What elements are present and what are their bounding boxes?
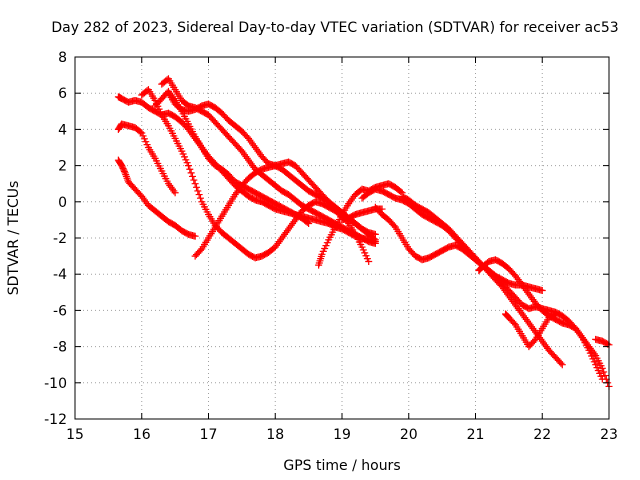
y-tick-label: -10 <box>44 376 67 392</box>
data-point <box>530 337 538 345</box>
data-point <box>195 191 203 199</box>
y-tick-label: 4 <box>58 122 67 138</box>
y-tick-label: -12 <box>44 412 67 428</box>
data-point <box>187 169 195 177</box>
y-tick-label: -6 <box>53 303 67 319</box>
data-point <box>196 246 204 254</box>
data-point <box>397 188 405 196</box>
series-track-p <box>338 205 386 224</box>
data-point <box>196 194 204 202</box>
data-point <box>370 235 378 243</box>
data-point <box>552 310 560 318</box>
data-point <box>136 128 144 136</box>
data-point <box>365 258 373 266</box>
data-point <box>390 222 398 230</box>
y-tick-label: 0 <box>58 195 67 211</box>
x-tick-label: 16 <box>133 427 151 443</box>
series-track-c <box>114 120 179 197</box>
series-track-o <box>592 335 613 349</box>
x-axis-label: GPS time / hours <box>283 458 400 474</box>
x-tick-label: 17 <box>200 427 218 443</box>
y-tick-label: 6 <box>58 86 67 102</box>
y-axis-label: SDTVAR / TECUs <box>6 181 22 296</box>
x-tick-label: 18 <box>266 427 284 443</box>
data-point <box>188 172 196 180</box>
series-track-k <box>371 203 546 294</box>
data-point <box>194 187 202 195</box>
data-point <box>601 372 609 380</box>
data-point <box>186 165 194 173</box>
data-point <box>191 180 199 188</box>
axis-ticks <box>74 56 610 420</box>
data-point <box>171 189 179 197</box>
data-point <box>598 364 606 372</box>
y-tick-label: -8 <box>53 340 67 356</box>
data-point <box>191 232 199 240</box>
x-tick-label: 15 <box>66 427 84 443</box>
y-tick-label: 2 <box>58 159 67 175</box>
data-point <box>378 205 386 213</box>
data-point <box>192 183 200 191</box>
series-track-d <box>138 86 373 266</box>
data-point <box>557 359 565 367</box>
y-tick-label: 8 <box>58 50 67 66</box>
data-point <box>600 368 608 376</box>
data-point <box>558 361 566 369</box>
chart-title: Day 282 of 2023, Sidereal Day-to-day VTE… <box>51 20 618 36</box>
series-track-l <box>398 192 566 369</box>
x-tick-label: 22 <box>533 427 551 443</box>
series-track-n <box>502 310 560 351</box>
series-track-b <box>114 156 199 240</box>
data-point <box>190 176 198 184</box>
data-point <box>510 319 518 327</box>
data-point <box>120 167 128 175</box>
y-tick-label: -4 <box>53 267 67 283</box>
y-tick-label: -2 <box>53 231 67 247</box>
series-track-m <box>475 256 606 383</box>
x-tick-label: 19 <box>333 427 351 443</box>
data-point <box>538 286 546 294</box>
x-tick-label: 20 <box>400 427 418 443</box>
x-tick-label: 23 <box>600 427 618 443</box>
x-tick-label: 21 <box>467 427 485 443</box>
data-series <box>114 75 613 390</box>
data-point <box>550 311 558 319</box>
data-point <box>371 236 379 244</box>
data-point <box>184 162 192 170</box>
data-point <box>598 375 606 383</box>
